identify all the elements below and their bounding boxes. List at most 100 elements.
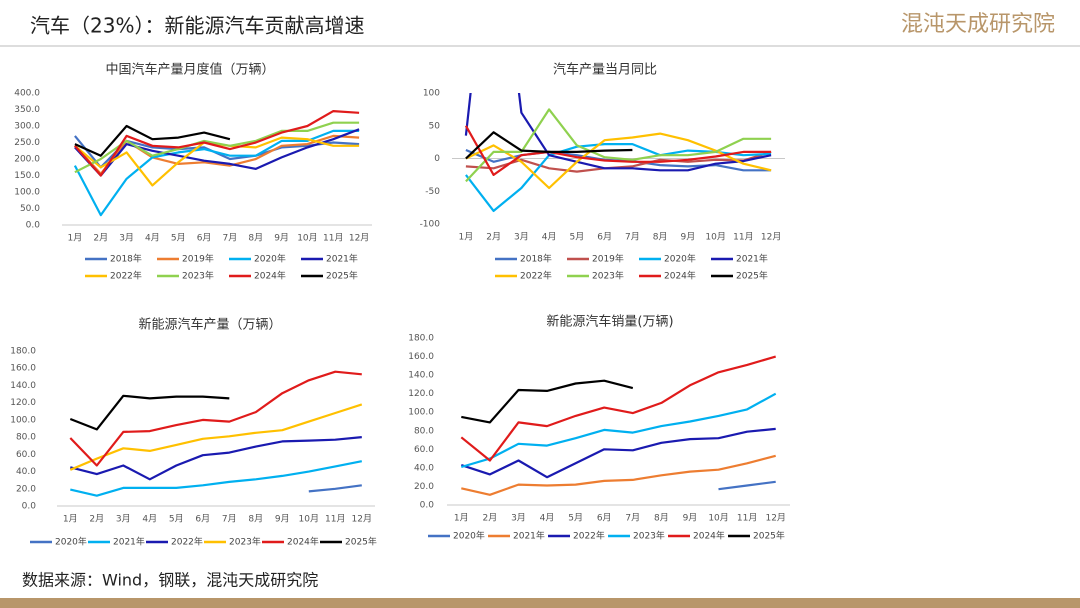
legend-label: 2023年 xyxy=(229,536,261,548)
series-line xyxy=(70,460,363,497)
series-line xyxy=(464,93,772,172)
x-tick-label: 9月 xyxy=(274,233,289,244)
x-tick-label: 5月 xyxy=(171,233,186,244)
y-tick-label: 40.0 xyxy=(16,467,36,477)
y-tick-label: 0.0 xyxy=(420,501,435,511)
y-tick-label: 40.0 xyxy=(414,463,434,473)
x-tick-label: 4月 xyxy=(142,514,157,525)
series-line xyxy=(465,131,633,160)
legend-label: 2022年 xyxy=(171,536,203,548)
legend-label: 2022年 xyxy=(110,270,142,282)
legend-label: 2021年 xyxy=(113,536,145,548)
y-tick-label: -100 xyxy=(420,220,441,230)
x-tick-label: 10月 xyxy=(708,513,728,524)
x-tick-label: 10月 xyxy=(299,514,319,525)
legend-label: 2022年 xyxy=(573,530,605,542)
x-tick-label: 6月 xyxy=(197,233,212,244)
x-tick-label: 11月 xyxy=(733,232,753,243)
y-tick-label: 160.0 xyxy=(408,352,434,362)
x-tick-label: 6月 xyxy=(597,232,612,243)
y-tick-label: 20.0 xyxy=(16,484,36,494)
y-tick-label: 100.0 xyxy=(14,188,40,198)
y-tick-label: 60.0 xyxy=(16,450,36,460)
x-tick-label: 8月 xyxy=(653,232,668,243)
legend-label: 2020年 xyxy=(254,253,286,265)
series-line xyxy=(74,128,360,177)
legend-label: 2025年 xyxy=(753,530,785,542)
y-tick-label: 160.0 xyxy=(10,364,36,374)
legend-label: 2019年 xyxy=(592,253,624,265)
legend-label: 2021年 xyxy=(326,253,358,265)
x-tick-label: 11月 xyxy=(737,513,757,524)
legend-label: 2024年 xyxy=(254,270,286,282)
legend-label: 2018年 xyxy=(110,253,142,265)
x-tick-label: 2月 xyxy=(93,233,108,244)
x-tick-label: 7月 xyxy=(223,233,238,244)
y-tick-label: 200.0 xyxy=(14,155,40,165)
legend-label: 2023年 xyxy=(592,270,624,282)
y-tick-label: 0.0 xyxy=(26,221,41,231)
x-tick-label: 3月 xyxy=(514,232,529,243)
x-tick-label: 5月 xyxy=(169,514,184,525)
x-tick-label: 4月 xyxy=(542,232,557,243)
chart-title: 汽车产量当月同比 xyxy=(553,62,657,78)
series-line xyxy=(461,454,776,496)
legend-label: 2024年 xyxy=(664,270,696,282)
x-tick-label: 9月 xyxy=(683,513,698,524)
x-tick-label: 1月 xyxy=(454,513,469,524)
footer-bar xyxy=(0,598,1080,608)
y-tick-label: 0 xyxy=(434,154,440,164)
chart-title: 新能源汽车销量(万辆) xyxy=(546,314,673,330)
y-tick-label: 400.0 xyxy=(14,89,40,99)
legend-label: 2020年 xyxy=(453,530,485,542)
series-line xyxy=(74,124,231,157)
x-tick-label: 4月 xyxy=(145,233,160,244)
y-tick-label: 20.0 xyxy=(414,482,434,492)
y-tick-label: 300.0 xyxy=(14,122,40,132)
series-line xyxy=(464,125,772,176)
x-tick-label: 3月 xyxy=(119,233,134,244)
x-tick-label: 8月 xyxy=(248,514,263,525)
series-line xyxy=(74,134,360,175)
legend-label: 2021年 xyxy=(736,253,768,265)
series-line xyxy=(718,480,776,491)
series-line xyxy=(308,484,362,493)
y-tick-label: 0.0 xyxy=(22,502,37,512)
x-tick-label: 7月 xyxy=(625,232,640,243)
y-tick-label: 50 xyxy=(429,121,441,131)
x-tick-label: 8月 xyxy=(654,513,669,524)
series-line xyxy=(70,436,362,481)
logo: 混沌天成研究院 xyxy=(901,12,1055,37)
series-line xyxy=(69,394,230,431)
y-tick-label: 250.0 xyxy=(14,138,40,148)
x-tick-label: 5月 xyxy=(568,513,583,524)
x-tick-label: 8月 xyxy=(248,233,263,244)
x-tick-label: 4月 xyxy=(540,513,555,524)
x-tick-label: 12月 xyxy=(761,232,781,243)
series-line xyxy=(460,355,777,462)
legend-label: 2021年 xyxy=(513,530,545,542)
chart-title: 中国汽车产量月度值（万辆） xyxy=(105,62,274,78)
series-line xyxy=(69,403,363,471)
x-tick-label: 2月 xyxy=(483,513,498,524)
y-tick-label: -50 xyxy=(425,187,440,197)
y-tick-label: 350.0 xyxy=(14,105,40,115)
y-tick-label: 100.0 xyxy=(10,415,36,425)
x-tick-label: 1月 xyxy=(68,233,83,244)
x-tick-label: 10月 xyxy=(297,233,317,244)
legend-label: 2024年 xyxy=(693,530,725,542)
x-tick-label: 5月 xyxy=(570,232,585,243)
x-tick-label: 12月 xyxy=(349,233,369,244)
y-tick-label: 80.0 xyxy=(16,433,36,443)
legend-label: 2023年 xyxy=(633,530,665,542)
y-tick-label: 140.0 xyxy=(408,371,434,381)
legend-label: 2024年 xyxy=(287,536,319,548)
y-tick-label: 100 xyxy=(423,89,440,99)
series-line xyxy=(461,379,634,424)
legend-label: 2020年 xyxy=(55,536,87,548)
y-tick-label: 60.0 xyxy=(414,445,434,455)
y-tick-label: 120.0 xyxy=(10,398,36,408)
x-tick-label: 1月 xyxy=(63,514,78,525)
series-line xyxy=(460,427,776,479)
x-tick-label: 2月 xyxy=(89,514,104,525)
